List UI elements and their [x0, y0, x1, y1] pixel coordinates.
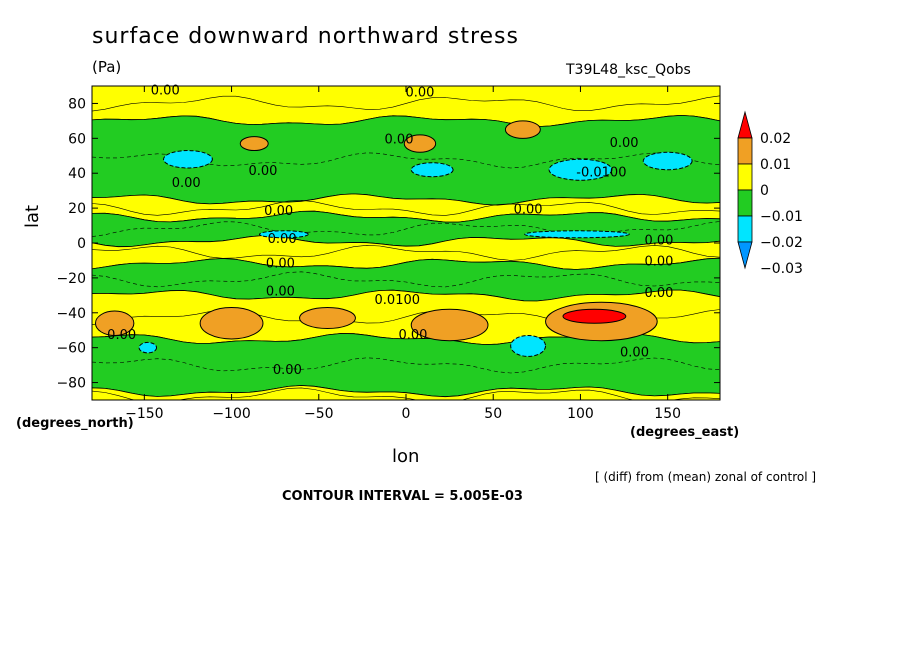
contour-blob-vpos — [94, 310, 135, 336]
y-axis-label: lat — [22, 204, 43, 228]
y-tick-label: 40 — [68, 166, 86, 182]
colorbar-label: −0.02 — [760, 235, 803, 251]
contour-label: 0.00 — [399, 328, 428, 343]
contour-blob-vneg — [138, 341, 158, 354]
contour-label: 0.00 — [514, 202, 543, 217]
x-tick-label: 100 — [567, 406, 594, 422]
contour-interval: CONTOUR INTERVAL = 5.005E-03 — [282, 489, 523, 504]
contour-blob-vneg — [524, 230, 630, 239]
contour-label: 0.00 — [385, 133, 414, 148]
colorbar-label: −0.03 — [760, 261, 803, 277]
contour-blob-vneg — [510, 334, 547, 357]
contour-label: 0.00 — [268, 232, 297, 247]
contour-label: -0.0100 — [576, 166, 626, 181]
contour-label: 0.0100 — [375, 293, 421, 308]
x-tick-label: −150 — [125, 406, 163, 422]
contour-label: 0.00 — [405, 85, 434, 100]
contour-label: 0.00 — [107, 328, 136, 343]
contour-blob-vpos — [403, 134, 437, 153]
x-tick-label: 150 — [654, 406, 681, 422]
contour-blob-vpos — [239, 136, 269, 152]
contour-line — [92, 244, 720, 261]
contour-line — [92, 95, 720, 112]
contour-label: 0.00 — [264, 204, 293, 219]
colorbar-swatch — [737, 110, 753, 139]
x-tick-label: −50 — [304, 406, 334, 422]
colorbar-swatch — [737, 215, 753, 243]
contour-line — [92, 221, 720, 237]
x-tick-label: 50 — [484, 406, 502, 422]
y-tick-label: 80 — [68, 96, 86, 112]
contour-label: 0.00 — [620, 345, 649, 360]
contour-blob-vneg — [548, 158, 613, 181]
axis-ticks: −150 −100 −50 0 50 100 150 80 60 40 20 0 −20 −40 −60 −8… — [56, 86, 720, 422]
contour-label: 0.00 — [273, 363, 302, 378]
y-tick-label: −20 — [56, 271, 86, 287]
colorbar: 0.02 0.01 0 −0.01 −0.02 −0.03 — [737, 110, 803, 277]
contour-blob-vneg — [410, 162, 454, 178]
contour-label: 0.00 — [610, 136, 639, 151]
y-axis-units: (degrees_north) — [16, 416, 134, 431]
contour-line — [92, 357, 720, 374]
contour-blob-vneg — [642, 151, 693, 171]
contour-blob-max — [562, 308, 627, 324]
diff-note: [ (diff) from (mean) zonal of control ] — [595, 470, 817, 484]
contour-label: 0.00 — [644, 255, 673, 270]
y-tick-label: 20 — [68, 201, 86, 217]
contour-blob-vpos — [199, 307, 264, 340]
colorbar-swatch — [737, 163, 753, 191]
chart-units: (Pa) — [92, 58, 122, 76]
contour-label: 0.00 — [172, 176, 201, 191]
band-neg — [92, 333, 720, 398]
contour-line — [92, 199, 720, 216]
colorbar-swatch — [737, 189, 753, 217]
chart-title: surface downward northward stress — [92, 24, 519, 49]
colorbar-label: 0.02 — [760, 131, 791, 147]
x-tick-label: 0 — [402, 406, 411, 422]
colorbar-label: 0.01 — [760, 157, 791, 173]
run-label: T39L48_ksc_Qobs — [566, 62, 691, 78]
contour-blob-vpos — [504, 120, 541, 139]
x-axis-units: (degrees_east) — [630, 425, 740, 440]
contour-label: 0.00 — [266, 256, 295, 271]
colorbar-label: −0.01 — [760, 209, 803, 225]
y-tick-label: −40 — [56, 306, 86, 322]
y-tick-label: −80 — [56, 376, 86, 392]
contour-blob-vneg — [258, 230, 309, 239]
contour-line — [92, 271, 720, 288]
contour-label: 0.00 — [266, 284, 295, 299]
contour-label: 0.00 — [248, 164, 277, 179]
contour-label: 0.00 — [151, 84, 180, 99]
y-tick-label: 60 — [68, 131, 86, 147]
y-tick-label: 0 — [77, 236, 86, 252]
y-tick-label: −60 — [56, 341, 86, 357]
x-tick-label: −100 — [212, 406, 250, 422]
colorbar-label: 0 — [760, 183, 769, 199]
contour-blob-vpos — [410, 308, 489, 342]
colorbar-swatch — [737, 241, 753, 270]
contour-field — [92, 86, 720, 400]
contour-blob-vpos — [299, 307, 356, 329]
contour-label: 0.00 — [644, 234, 673, 249]
x-axis-label: lon — [392, 446, 420, 467]
contour-label: 0.00 — [644, 286, 673, 301]
contour-labels: 0.00 0.00 0.00 0.00 0.00 0.00 -0.0100 0.00 0.00 0… — [107, 84, 673, 378]
contour-blob-vneg — [163, 150, 213, 169]
colorbar-swatch — [737, 137, 753, 165]
